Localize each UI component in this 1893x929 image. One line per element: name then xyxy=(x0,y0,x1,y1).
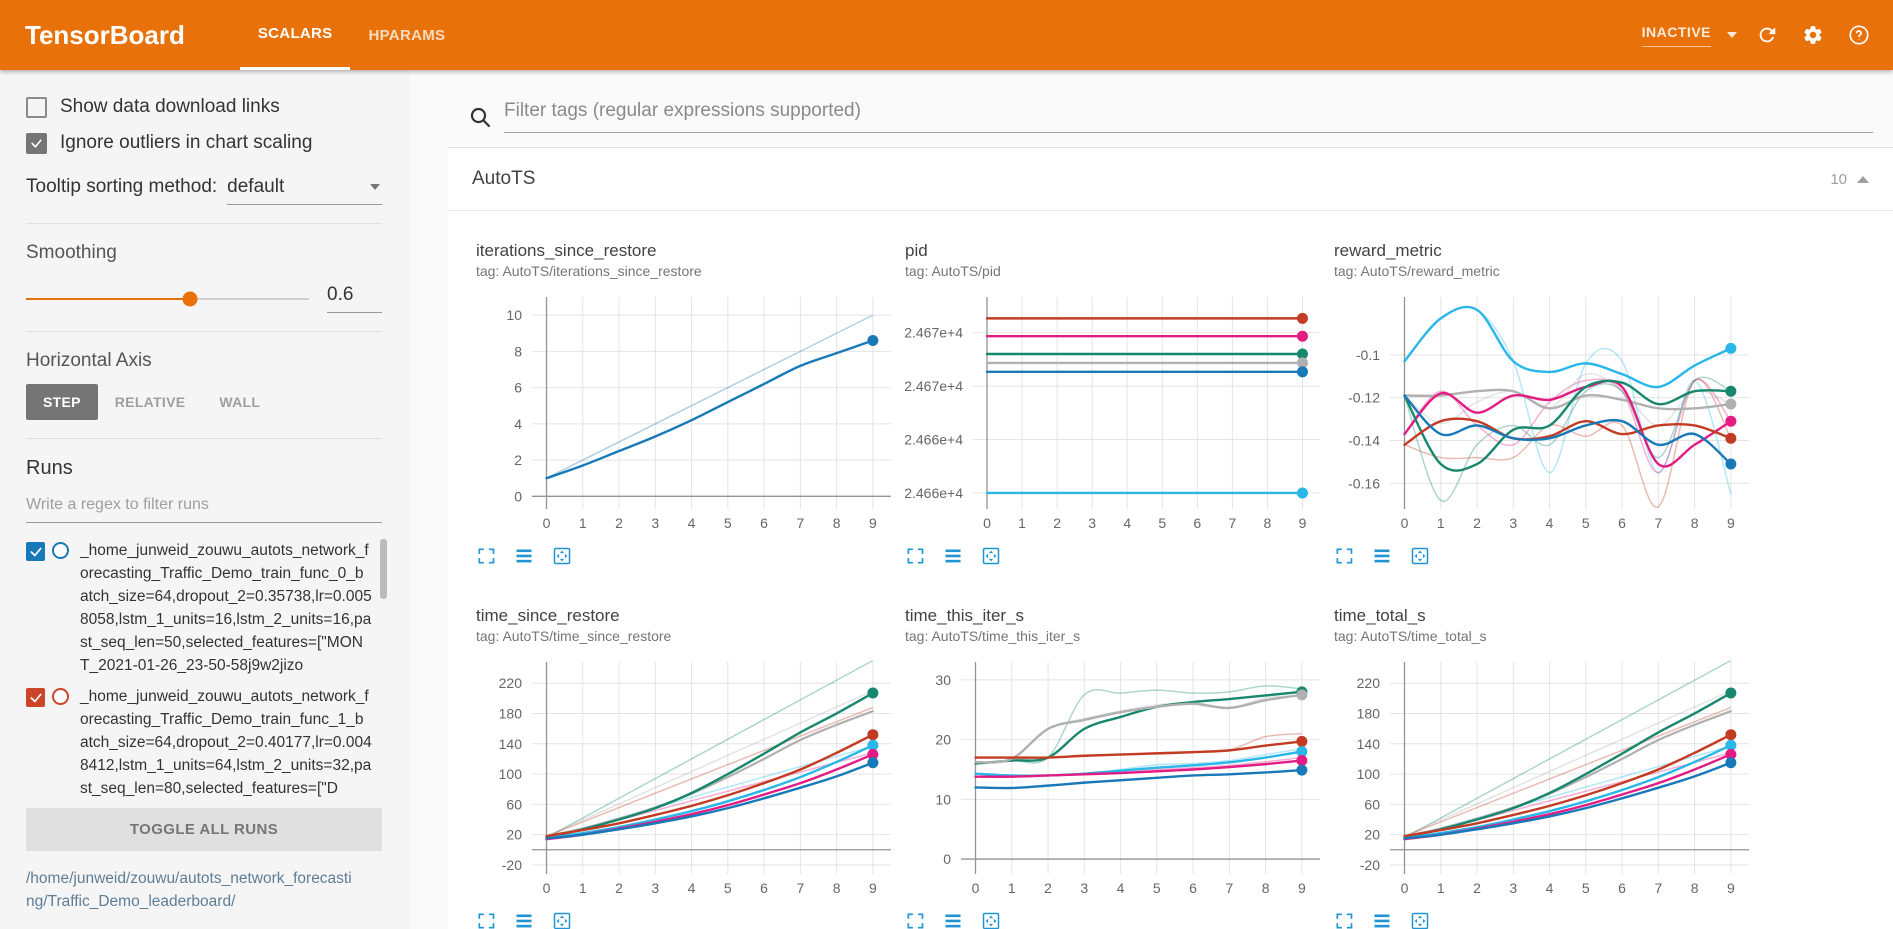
svg-text:180: 180 xyxy=(499,705,523,721)
svg-text:9: 9 xyxy=(1727,880,1735,896)
svg-text:8: 8 xyxy=(1691,515,1699,531)
svg-text:100: 100 xyxy=(1357,766,1381,782)
svg-text:0: 0 xyxy=(972,880,980,896)
svg-text:0: 0 xyxy=(1401,880,1409,896)
svg-text:220: 220 xyxy=(499,675,523,691)
svg-text:0: 0 xyxy=(514,488,522,504)
svg-text:4: 4 xyxy=(1546,515,1554,531)
svg-text:-20: -20 xyxy=(502,857,522,873)
svg-text:10: 10 xyxy=(506,307,522,323)
svg-text:2.466e+4: 2.466e+4 xyxy=(905,485,963,501)
svg-text:60: 60 xyxy=(1364,796,1380,812)
svg-text:5: 5 xyxy=(724,515,732,531)
svg-text:2: 2 xyxy=(615,880,623,896)
svg-text:9: 9 xyxy=(1727,515,1735,531)
svg-text:7: 7 xyxy=(1228,515,1236,531)
svg-text:3: 3 xyxy=(1088,515,1096,531)
svg-text:2: 2 xyxy=(514,452,522,468)
svg-text:20: 20 xyxy=(935,732,951,748)
svg-text:1: 1 xyxy=(1437,880,1445,896)
svg-text:1: 1 xyxy=(1008,880,1016,896)
svg-text:140: 140 xyxy=(1357,736,1381,752)
svg-text:3: 3 xyxy=(1509,880,1517,896)
svg-text:20: 20 xyxy=(506,827,522,843)
svg-text:2.467e+4: 2.467e+4 xyxy=(905,378,963,394)
svg-text:-0.16: -0.16 xyxy=(1348,475,1380,491)
svg-text:9: 9 xyxy=(1298,880,1306,896)
svg-text:6: 6 xyxy=(1618,515,1626,531)
svg-text:-0.12: -0.12 xyxy=(1348,390,1380,406)
svg-text:2: 2 xyxy=(1044,880,1052,896)
svg-text:3: 3 xyxy=(651,880,659,896)
svg-text:9: 9 xyxy=(869,880,877,896)
svg-text:10: 10 xyxy=(935,791,951,807)
svg-text:2: 2 xyxy=(1473,880,1481,896)
svg-text:0: 0 xyxy=(983,515,991,531)
svg-text:2: 2 xyxy=(615,515,623,531)
svg-text:5: 5 xyxy=(1153,880,1161,896)
svg-text:6: 6 xyxy=(760,880,768,896)
svg-text:8: 8 xyxy=(1691,880,1699,896)
svg-text:30: 30 xyxy=(935,672,951,688)
svg-text:8: 8 xyxy=(514,343,522,359)
svg-text:7: 7 xyxy=(1654,515,1662,531)
svg-text:4: 4 xyxy=(1546,880,1554,896)
svg-text:20: 20 xyxy=(1364,827,1380,843)
svg-text:0: 0 xyxy=(543,515,551,531)
svg-text:3: 3 xyxy=(1509,515,1517,531)
svg-text:7: 7 xyxy=(1225,880,1233,896)
svg-text:6: 6 xyxy=(1193,515,1201,531)
svg-text:2: 2 xyxy=(1053,515,1061,531)
svg-text:180: 180 xyxy=(1357,705,1381,721)
svg-text:6: 6 xyxy=(760,515,768,531)
svg-text:9: 9 xyxy=(869,515,877,531)
svg-text:8: 8 xyxy=(1262,880,1270,896)
svg-text:100: 100 xyxy=(499,766,523,782)
svg-text:0: 0 xyxy=(543,880,551,896)
svg-text:0: 0 xyxy=(943,851,951,867)
svg-text:-20: -20 xyxy=(1360,857,1380,873)
svg-text:4: 4 xyxy=(688,515,696,531)
svg-text:-0.1: -0.1 xyxy=(1356,347,1380,363)
svg-text:3: 3 xyxy=(651,515,659,531)
svg-text:4: 4 xyxy=(688,880,696,896)
svg-text:5: 5 xyxy=(1582,880,1590,896)
svg-text:5: 5 xyxy=(1158,515,1166,531)
svg-text:1: 1 xyxy=(1018,515,1026,531)
svg-text:8: 8 xyxy=(833,880,841,896)
svg-text:60: 60 xyxy=(506,796,522,812)
svg-text:1: 1 xyxy=(579,880,587,896)
svg-text:6: 6 xyxy=(1189,880,1197,896)
svg-text:8: 8 xyxy=(833,515,841,531)
svg-text:7: 7 xyxy=(796,515,804,531)
svg-text:4: 4 xyxy=(1117,880,1125,896)
svg-text:2: 2 xyxy=(1473,515,1481,531)
svg-text:7: 7 xyxy=(1654,880,1662,896)
svg-text:6: 6 xyxy=(514,380,522,396)
svg-text:5: 5 xyxy=(1582,515,1590,531)
svg-text:6: 6 xyxy=(1618,880,1626,896)
svg-text:4: 4 xyxy=(1123,515,1131,531)
svg-text:5: 5 xyxy=(724,880,732,896)
svg-text:8: 8 xyxy=(1264,515,1272,531)
svg-text:1: 1 xyxy=(579,515,587,531)
svg-text:-0.14: -0.14 xyxy=(1348,432,1380,448)
svg-text:9: 9 xyxy=(1299,515,1307,531)
svg-text:2.466e+4: 2.466e+4 xyxy=(905,432,963,448)
svg-text:2.467e+4: 2.467e+4 xyxy=(905,325,963,341)
svg-text:4: 4 xyxy=(514,416,522,432)
svg-text:3: 3 xyxy=(1080,880,1088,896)
svg-text:0: 0 xyxy=(1401,515,1409,531)
svg-text:220: 220 xyxy=(1357,675,1381,691)
svg-text:140: 140 xyxy=(499,736,523,752)
svg-text:7: 7 xyxy=(796,880,804,896)
svg-text:1: 1 xyxy=(1437,515,1445,531)
